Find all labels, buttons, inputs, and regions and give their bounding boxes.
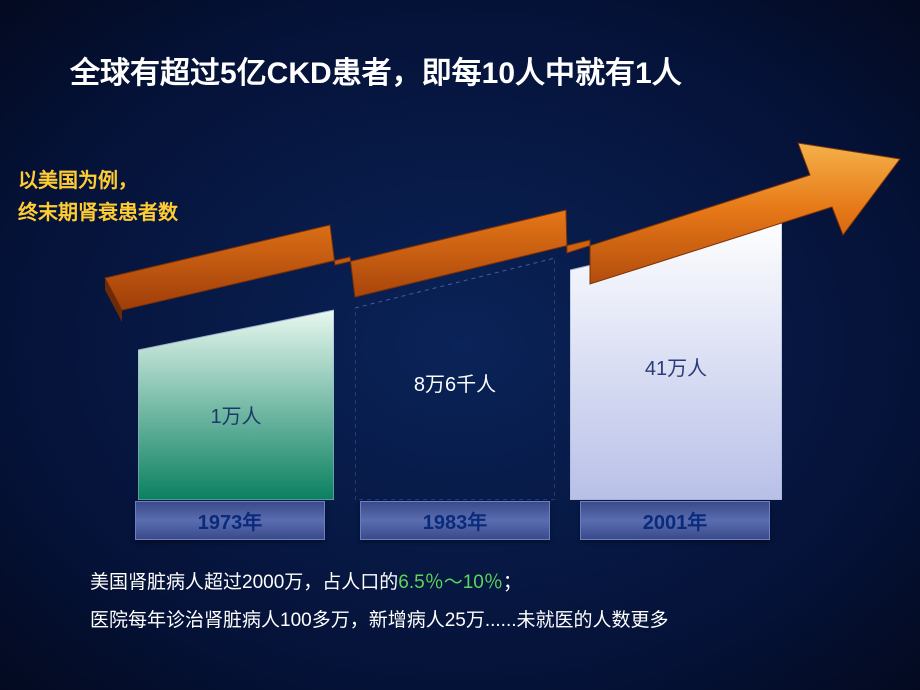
column-label-1: 8万6千人 <box>355 368 555 397</box>
arrow-main <box>105 143 900 310</box>
column-label-2: 41万人 <box>570 352 782 381</box>
trend-arrow <box>0 0 920 690</box>
column-label-0: 1万人 <box>138 400 334 429</box>
